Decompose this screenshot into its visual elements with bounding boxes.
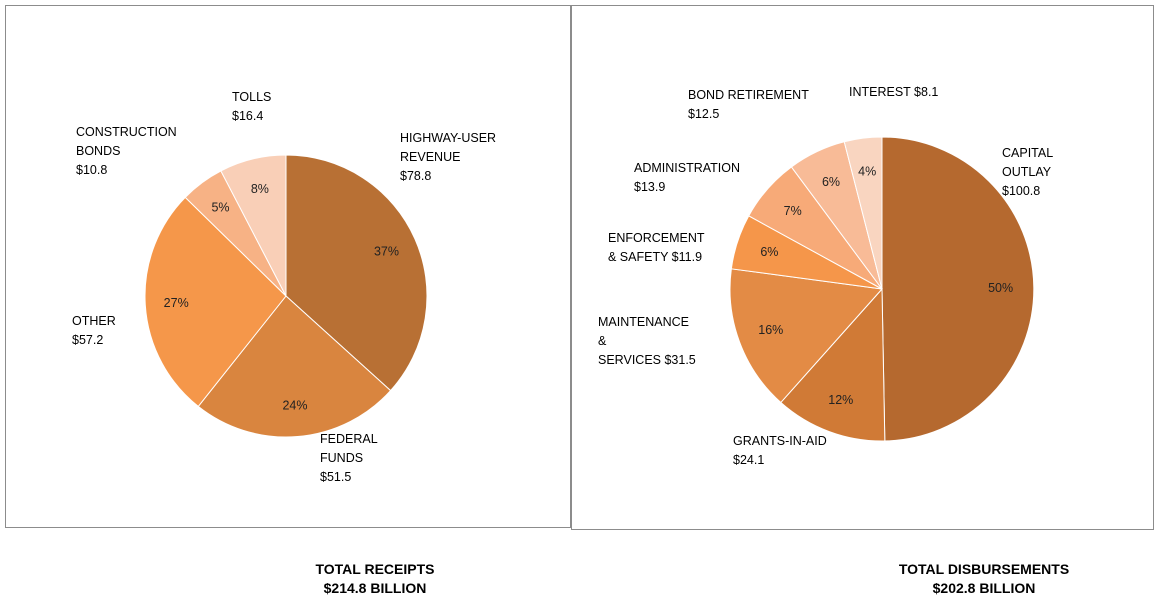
label-interest: INTEREST $8.1 xyxy=(849,85,939,99)
receipts-pct-label-3: 5% xyxy=(211,201,229,215)
total-disbursements-value: $202.8 BILLION xyxy=(932,580,1036,596)
label-bond-retirement: BOND RETIREMENT $12.5 xyxy=(688,88,809,121)
label-grants-in-aid: GRANTS-IN-AID $24.1 xyxy=(733,434,827,467)
label-enforcement-safety: ENFORCEMENT & SAFETY $11.9 xyxy=(608,231,705,264)
disbursements-pct-label-2: 16% xyxy=(758,323,783,337)
disbursements-pct-label-6: 4% xyxy=(858,164,876,178)
receipts-slice-1 xyxy=(197,295,392,438)
receipts-pct-label-4: 8% xyxy=(251,182,269,196)
receipts-pct-label-1: 24% xyxy=(282,399,307,413)
receipts-slice-0 xyxy=(285,154,428,392)
receipts-slice-2 xyxy=(144,196,287,408)
total-receipts-title: TOTAL RECEIPTS xyxy=(315,561,435,577)
disbursements-slice-0 xyxy=(881,136,1035,442)
label-capital-outlay: CAPITAL OUTLAY $100.8 xyxy=(1002,146,1054,198)
disbursements-slice-6 xyxy=(843,136,883,290)
label-federal-funds: FEDERAL FUNDS $51.5 xyxy=(320,432,378,484)
receipts-pct-label-2: 27% xyxy=(164,296,189,310)
disbursements-pct-label-1: 12% xyxy=(828,393,853,407)
total-receipts: TOTAL RECEIPTS $214.8 BILLION xyxy=(275,560,475,598)
disbursements-pct-label-4: 7% xyxy=(784,204,802,218)
total-disbursements: TOTAL DISBURSEMENTS $202.8 BILLION xyxy=(864,560,1104,598)
disbursements-pct-label-0: 50% xyxy=(988,281,1013,295)
label-construction-bonds: CONSTRUCTION BONDS $10.8 xyxy=(76,125,177,177)
disbursements-pct-label-5: 6% xyxy=(822,175,840,189)
disbursements-pct-label-3: 6% xyxy=(760,245,778,259)
receipts-slice-4 xyxy=(220,154,287,297)
label-tolls: TOLLS $16.4 xyxy=(232,90,272,123)
disbursements-slice-1 xyxy=(780,287,886,442)
label-highway-user-revenue: HIGHWAY-USER REVENUE $78.8 xyxy=(400,131,497,183)
label-other: OTHER $57.2 xyxy=(72,314,116,347)
receipts-pct-label-0: 37% xyxy=(374,244,399,258)
label-administration: ADMINISTRATION $13.9 xyxy=(634,161,741,194)
total-disbursements-title: TOTAL DISBURSEMENTS xyxy=(898,561,1070,577)
label-maintenance-services: MAINTENANCE & SERVICES $31.5 xyxy=(598,315,696,367)
total-receipts-value: $214.8 BILLION xyxy=(323,580,427,596)
disbursements-slice-2 xyxy=(729,268,884,404)
